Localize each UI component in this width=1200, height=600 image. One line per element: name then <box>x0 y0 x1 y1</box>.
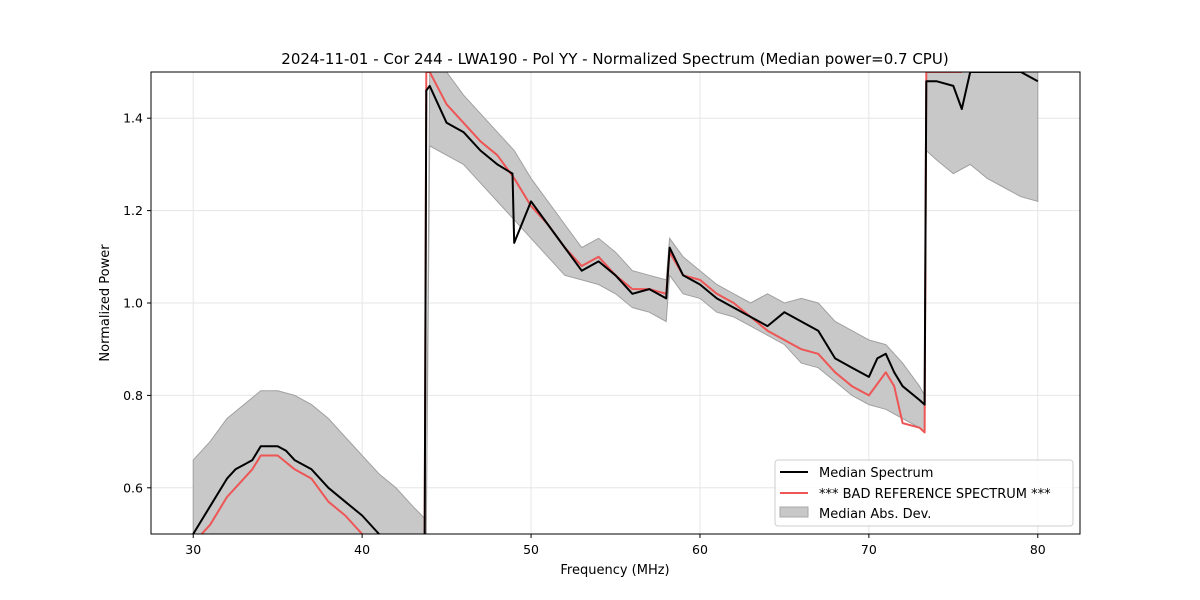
y-tick-label: 1.0 <box>123 296 143 311</box>
x-tick-label: 50 <box>523 542 539 557</box>
legend-swatch-mad <box>779 506 809 518</box>
y-tick-label: 0.8 <box>123 388 143 403</box>
median-spectrum-line <box>192 72 1039 534</box>
legend: Median Spectrum *** BAD REFERENCE SPECTR… <box>774 459 1074 527</box>
x-tick-label: 80 <box>1030 542 1046 557</box>
x-axis-label: Frequency (MHz) <box>560 563 669 578</box>
x-tick-label: 40 <box>354 542 370 557</box>
y-tick-label: 0.6 <box>123 480 143 495</box>
legend-label-median: Median Spectrum <box>819 466 933 481</box>
y-tick-label: 1.4 <box>123 111 143 126</box>
mad-band-layer <box>192 72 1039 534</box>
y-tick-label: 1.2 <box>123 203 143 218</box>
x-axis: 30 40 50 60 70 80 <box>185 534 1046 557</box>
y-axis: 0.6 0.8 1.0 1.2 1.4 <box>123 111 151 495</box>
x-tick-label: 30 <box>185 542 201 557</box>
legend-label-mad: Median Abs. Dev. <box>819 507 931 522</box>
legend-box <box>774 459 1074 527</box>
x-tick-label: 70 <box>861 542 877 557</box>
series-layer <box>192 72 1039 534</box>
bad-reference-spectrum-line <box>200 72 962 534</box>
chart-title: 2024-11-01 - Cor 244 - LWA190 - Pol YY -… <box>281 50 948 68</box>
y-axis-label: Normalized Power <box>98 244 113 362</box>
x-tick-label: 60 <box>692 542 708 557</box>
legend-label-bad-reference: *** BAD REFERENCE SPECTRUM *** <box>819 487 1051 502</box>
mad-band <box>192 72 1039 534</box>
